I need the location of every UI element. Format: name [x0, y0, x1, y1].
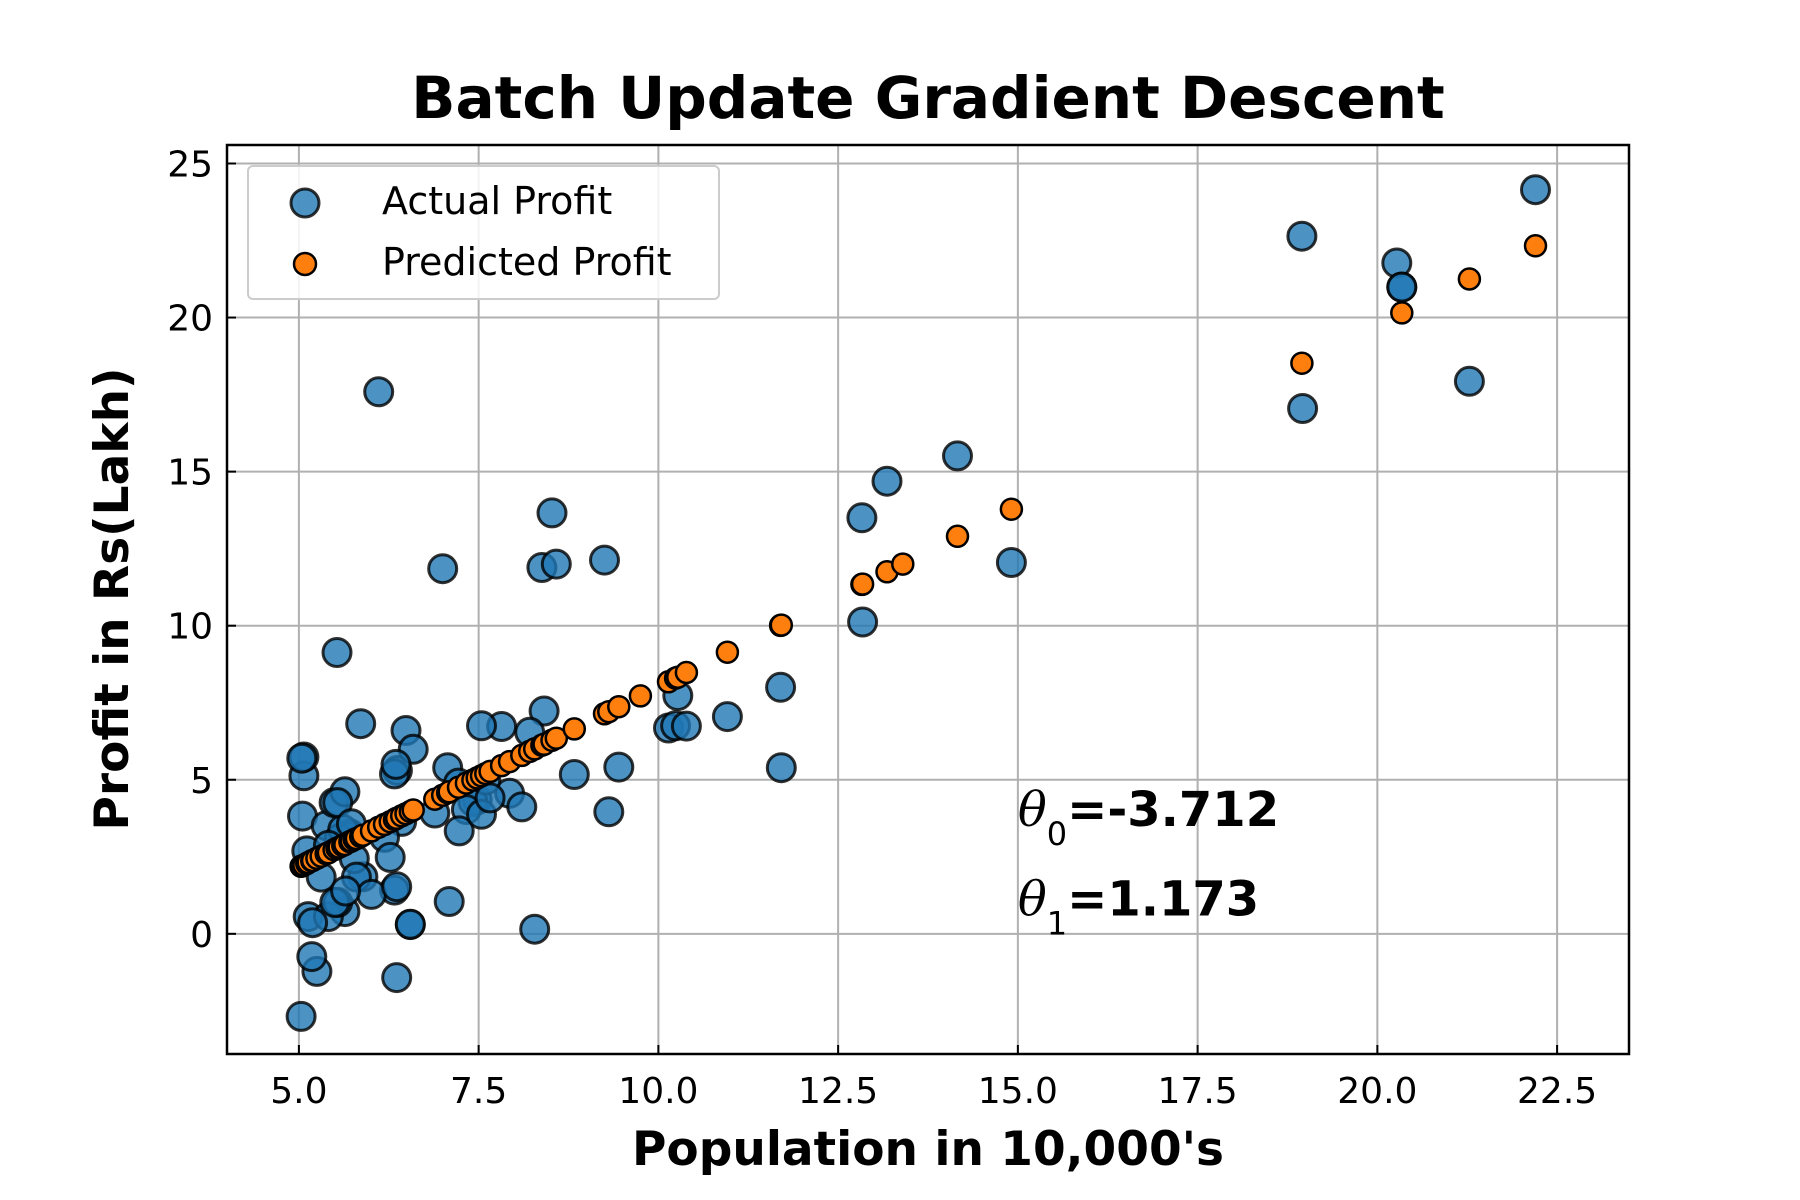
- predicted-profit-point: [1290, 351, 1314, 375]
- actual-profit-point: [603, 751, 635, 783]
- axis-ticks: 5.0 7.5 10.0 12.5 15.0 17.5 20.0 22.5 0 5 10 15 20 25: [167, 144, 1597, 1112]
- predicted-profit-point: [769, 613, 794, 637]
- actual-profit-point: [670, 710, 702, 742]
- legend-label-actual: Actual Profit: [382, 179, 612, 223]
- predicted-profit-point: [850, 572, 875, 596]
- actual-profit-point: [381, 962, 413, 994]
- actual-profit-point: [285, 1000, 317, 1032]
- actual-profit-point: [589, 544, 620, 576]
- y-tick-label: 0: [190, 915, 213, 956]
- y-axis-title: Profit in Rs(Lakh): [85, 367, 140, 830]
- predicted-profit-point: [562, 717, 587, 741]
- actual-profit-point: [711, 701, 743, 733]
- actual-profit-point: [593, 796, 625, 828]
- predicted-profit-point: [628, 684, 653, 708]
- annotations: θ0=-3.712 θ1=1.173: [1018, 782, 1279, 942]
- actual-profit-point: [1286, 220, 1318, 252]
- legend: Actual Profit Predicted Profit: [247, 165, 720, 300]
- x-tick-label: 22.5: [1517, 1071, 1597, 1112]
- y-tick-label: 20: [167, 299, 213, 340]
- x-tick-label: 20.0: [1337, 1071, 1417, 1112]
- actual-profit-point: [381, 871, 413, 903]
- actual-profit-point: [506, 791, 538, 823]
- plot-series: [285, 174, 1551, 1032]
- actual-profit-point: [942, 440, 973, 472]
- x-tick-label: 7.5: [450, 1071, 507, 1112]
- actual-profit-point: [321, 637, 353, 668]
- actual-profit-point: [536, 497, 568, 529]
- y-tick-label: 25: [167, 144, 213, 185]
- actual-profit-point: [528, 695, 560, 727]
- actual-profit-point: [374, 841, 406, 873]
- predicted-profit-point: [1457, 267, 1482, 291]
- y-tick-label: 15: [167, 453, 213, 494]
- actual-profit-point: [363, 376, 395, 408]
- actual-profit-point: [846, 502, 878, 534]
- y-tick-label: 10: [167, 607, 213, 648]
- actual-profit-point: [1287, 393, 1319, 424]
- predicted-profit-point: [715, 640, 740, 664]
- actual-profit-point: [540, 548, 572, 580]
- actual-profit-point: [297, 907, 329, 939]
- actual-profit-point: [330, 875, 362, 907]
- x-tick-label: 5.0: [270, 1071, 327, 1112]
- actual-profit-point: [296, 941, 328, 973]
- predicted-profit-point: [999, 497, 1024, 521]
- x-tick-label: 15.0: [978, 1071, 1058, 1112]
- actual-profit-point: [443, 815, 475, 847]
- actual-profit-point: [345, 708, 377, 740]
- x-tick-label: 17.5: [1158, 1071, 1238, 1112]
- predicted-profit-point: [891, 552, 915, 576]
- actual-profit-point: [1520, 174, 1551, 206]
- actual-profit-point: [519, 913, 551, 945]
- theta-0-annotation: θ0=-3.712: [1018, 782, 1279, 853]
- actual-profit-point: [1386, 271, 1418, 303]
- actual-profit-point: [847, 606, 879, 638]
- actual-profit-point: [394, 908, 426, 940]
- actual-profit-point: [433, 886, 465, 917]
- legend-box: [247, 165, 720, 300]
- actual-profit-point: [1453, 365, 1485, 397]
- actual-profit-point: [380, 748, 412, 780]
- y-tick-label: 5: [190, 761, 213, 802]
- legend-marker-predicted: [292, 251, 318, 277]
- x-tick-label: 12.5: [798, 1071, 878, 1112]
- actual-profit-point: [765, 752, 797, 784]
- predicted-profit-point: [945, 524, 970, 549]
- theta-1-annotation: θ1=1.173: [1018, 871, 1259, 942]
- x-tick-label: 10.0: [618, 1071, 698, 1112]
- predicted-profit-point: [674, 660, 699, 685]
- predicted-profit-point: [1390, 301, 1414, 325]
- legend-marker-actual: [289, 187, 321, 219]
- actual-profit-point: [286, 742, 318, 774]
- actual-profit-point: [995, 547, 1027, 578]
- predicted-profit-point: [1523, 234, 1548, 258]
- actual-profit-point: [558, 759, 590, 790]
- actual-profit-point: [466, 710, 497, 742]
- actual-profit-point: [765, 671, 797, 703]
- predicted-profit-point: [401, 798, 425, 822]
- actual-profit-point: [427, 553, 459, 585]
- predicted-profit-point: [544, 726, 569, 750]
- x-axis-title: Population in 10,000's: [632, 1122, 1224, 1177]
- chart-title: Batch Update Gradient Descent: [411, 64, 1445, 132]
- legend-label-predicted: Predicted Profit: [382, 240, 672, 284]
- plot-frame: [225, 143, 1631, 1056]
- actual-profit-point: [356, 878, 387, 910]
- predicted-profit-point: [607, 694, 631, 719]
- series-predicted-profit: [289, 234, 1548, 879]
- actual-profit-point: [871, 465, 903, 497]
